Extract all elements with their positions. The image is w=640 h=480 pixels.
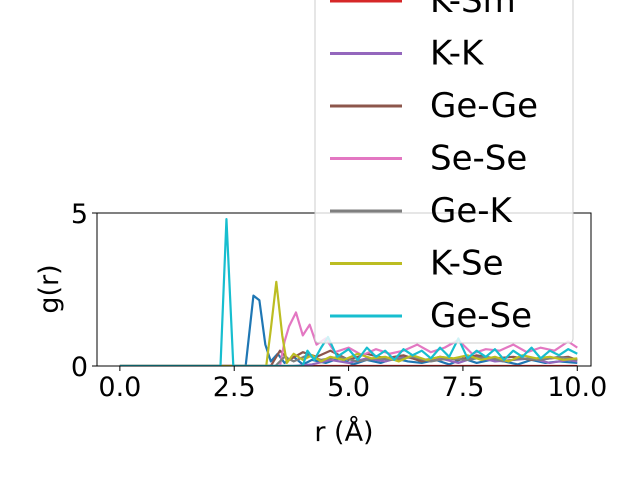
- x-tick-label: 10.0: [547, 372, 607, 403]
- x-tick-label: 0.0: [98, 372, 141, 403]
- legend-label-k-se: K-Se: [430, 244, 504, 284]
- axis-ticks: 0.0 2.5 5.0 7.5 10.0 0 5: [71, 199, 608, 403]
- legend-label-ge-se: Ge-Se: [430, 296, 532, 336]
- legend-entries: K-Sm K-K Ge-Ge Se-Se Ge-K K-Se Ge-Se: [330, 0, 538, 336]
- y-tick-label: 5: [71, 199, 88, 230]
- legend-label-se-se: Se-Se: [430, 139, 527, 179]
- series-layer: [119, 218, 578, 366]
- series-line-se-se: [119, 311, 578, 366]
- x-tick-label: 7.5: [441, 372, 484, 403]
- x-tick-label: 5.0: [327, 372, 370, 403]
- legend-label-k-k: K-K: [430, 34, 485, 74]
- legend-label-k-sm: K-Sm: [430, 0, 516, 21]
- x-tick-label: 2.5: [213, 372, 256, 403]
- y-tick-label: 0: [71, 352, 88, 383]
- legend-box: [314, 0, 574, 344]
- legend: K-Sm K-K Ge-Ge Se-Se Ge-K K-Se Ge-Se: [314, 0, 574, 344]
- y-axis-label: g(r): [34, 264, 65, 313]
- legend-label-ge-k: Ge-K: [430, 191, 514, 231]
- series-line-k-se: [119, 280, 578, 366]
- series-line-ge-se: [119, 218, 578, 366]
- legend-label-ge-ge: Ge-Ge: [430, 86, 538, 126]
- x-axis-label: r (Å): [314, 416, 373, 448]
